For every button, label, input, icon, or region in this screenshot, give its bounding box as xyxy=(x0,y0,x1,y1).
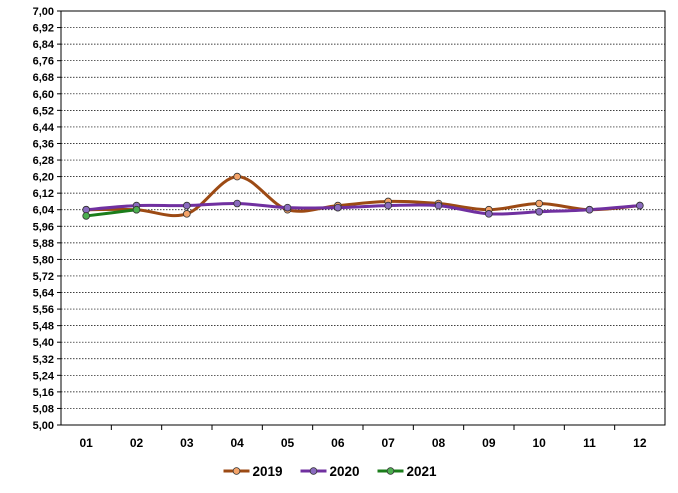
y-tick-label: 5,40 xyxy=(33,337,54,349)
legend-item-2021: 2021 xyxy=(377,464,438,479)
legend: 2019 2020 2021 xyxy=(223,464,438,479)
y-tick-label: 6,28 xyxy=(33,155,54,167)
x-tick-label: 07 xyxy=(381,436,395,450)
y-tick-label: 7,00 xyxy=(33,6,54,18)
x-tick-label: 12 xyxy=(633,436,647,450)
x-tick-label: 11 xyxy=(583,436,596,450)
data-point-2020 xyxy=(384,201,392,210)
data-point-2020 xyxy=(183,201,191,210)
x-tick-label: 09 xyxy=(482,436,496,450)
series-lines xyxy=(82,172,644,220)
data-point-2021 xyxy=(82,212,90,220)
y-tick-label: 5,00 xyxy=(33,420,54,432)
data-point-2020 xyxy=(283,203,292,212)
y-tick-label: 5,24 xyxy=(33,370,55,382)
y-tick-label: 6,84 xyxy=(33,39,55,51)
data-point-2021 xyxy=(132,205,141,214)
legend-swatch-marker xyxy=(309,467,318,475)
y-tick-label: 5,16 xyxy=(33,387,54,399)
series-line-2020 xyxy=(84,201,642,216)
x-tick-label: 02 xyxy=(130,436,144,450)
series-2020 xyxy=(82,199,644,218)
y-tick-label: 6,44 xyxy=(33,122,55,134)
x-axis-tick-labels: 01 02 03 04 05 06 07 08 09 10 11 12 xyxy=(79,425,647,450)
data-point-2020 xyxy=(82,205,90,214)
y-tick-label: 5,88 xyxy=(33,238,54,250)
y-tick-label: 5,72 xyxy=(33,271,54,283)
data-point-2019 xyxy=(233,172,241,181)
y-tick-label: 5,96 xyxy=(33,221,54,233)
legend-swatch-marker xyxy=(386,467,395,475)
x-tick-label: 06 xyxy=(331,436,345,450)
legend-label: 2020 xyxy=(330,464,360,479)
data-point-2020 xyxy=(485,210,493,218)
data-point-2020 xyxy=(233,199,241,208)
x-tick-label: 01 xyxy=(79,436,93,450)
y-tick-label: 5,56 xyxy=(33,304,54,316)
data-point-2020 xyxy=(334,203,342,212)
y-tick-label: 5,48 xyxy=(33,321,54,333)
y-tick-label: 6,92 xyxy=(33,23,54,35)
y-tick-label: 6,60 xyxy=(33,89,54,101)
y-tick-label: 6,20 xyxy=(33,172,54,184)
x-tick-label: 05 xyxy=(281,436,295,450)
plot-area-frame xyxy=(60,10,666,426)
x-tick-label: 03 xyxy=(180,436,194,450)
legend-swatch-marker xyxy=(232,467,241,475)
data-point-2020 xyxy=(636,201,644,210)
y-tick-label: 6,04 xyxy=(33,205,55,217)
data-point-2020 xyxy=(535,207,543,216)
y-tick-label: 6,68 xyxy=(33,72,54,84)
data-point-2019 xyxy=(183,210,191,218)
x-tick-label: 08 xyxy=(432,436,446,450)
data-point-2019 xyxy=(535,199,543,208)
y-tick-label: 5,64 xyxy=(33,288,55,300)
x-tick-label: 10 xyxy=(532,436,546,450)
y-axis-tick-labels: 5,00 5,08 5,16 5,24 5,32 5,40 5,48 5,56 5,64 5,72… xyxy=(33,6,61,432)
data-point-2020 xyxy=(585,205,594,214)
y-tick-label: 5,08 xyxy=(33,403,54,415)
legend-label: 2019 xyxy=(253,464,283,479)
legend-item-2020: 2020 xyxy=(300,464,360,479)
gridlines xyxy=(61,27,665,409)
legend-item-2019: 2019 xyxy=(223,464,283,479)
legend-label: 2021 xyxy=(407,464,438,479)
y-tick-label: 5,32 xyxy=(33,354,54,366)
x-tick-label: 04 xyxy=(230,436,244,450)
data-point-2020 xyxy=(434,201,443,210)
y-tick-label: 6,76 xyxy=(33,56,54,68)
y-tick-label: 6,52 xyxy=(33,105,54,117)
y-tick-label: 5,80 xyxy=(33,254,54,266)
y-tick-label: 6,12 xyxy=(33,188,54,200)
y-tick-label: 6,36 xyxy=(33,138,54,150)
series-2021 xyxy=(82,205,141,220)
